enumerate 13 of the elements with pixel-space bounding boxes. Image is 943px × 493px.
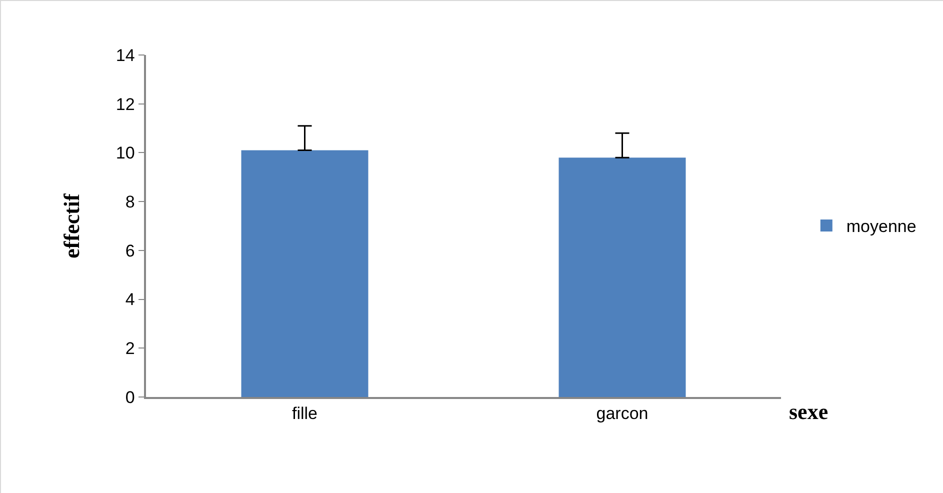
x-axis-title: sexe	[789, 399, 828, 424]
x-tick-label: garcon	[596, 404, 648, 424]
y-tick-label: 6	[125, 241, 135, 260]
y-tick-label: 8	[125, 192, 135, 212]
y-tick-label: 10	[116, 144, 135, 163]
y-tick-label: 4	[125, 290, 135, 310]
y-axis-title: effectif	[59, 192, 84, 258]
y-tick-label: 14	[116, 46, 135, 65]
y-tick-label: 12	[116, 94, 135, 114]
y-tick-label: 0	[125, 388, 135, 407]
x-tick-label: fille	[292, 404, 318, 424]
y-tick-label: 2	[125, 339, 135, 358]
legend-label: moyenne	[846, 217, 916, 236]
